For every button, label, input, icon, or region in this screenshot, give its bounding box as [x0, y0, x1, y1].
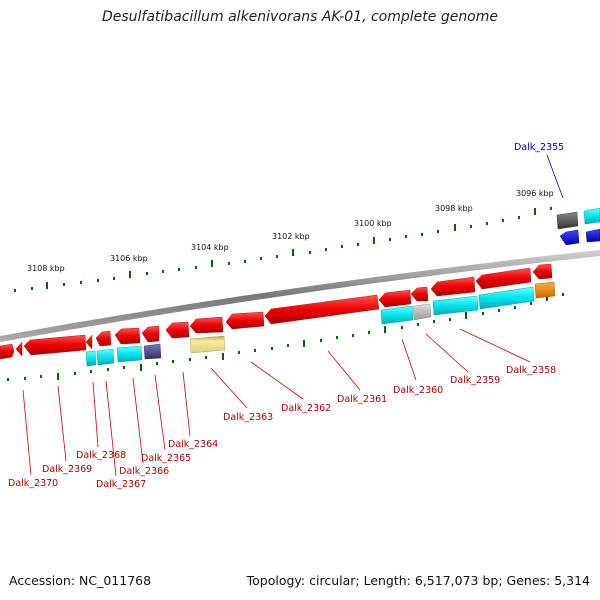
gene-arrow[interactable] [430, 276, 476, 297]
gene-arrow[interactable] [475, 267, 532, 290]
gene-arrow[interactable] [532, 263, 553, 280]
gene-arrow[interactable] [85, 334, 93, 350]
feature-block-cyan[interactable] [96, 348, 115, 366]
gene-label[interactable]: Dalk_2370 [8, 478, 58, 489]
ruler-label: 3106 kbp [110, 254, 148, 263]
ruler-label: 3104 kbp [191, 243, 229, 252]
gene-track-red [0, 263, 553, 360]
gene-label[interactable]: Dalk_2355 [514, 142, 564, 153]
gene-arrow[interactable] [410, 286, 429, 302]
feature-track [85, 207, 600, 367]
feature-block-cyan[interactable] [583, 207, 600, 225]
feature-arrow-blue[interactable] [559, 229, 580, 246]
gene-label[interactable]: Dalk_2359 [450, 375, 500, 386]
gene-label[interactable]: Dalk_2361 [337, 394, 387, 405]
genome-backbone [0, 250, 600, 342]
ruler-label: 3108 kbp [27, 264, 65, 273]
ruler-label: 3098 kbp [435, 204, 473, 213]
feature-block-cyan[interactable] [380, 305, 414, 325]
gene-arrow[interactable] [189, 316, 224, 334]
ruler-label: 3100 kbp [354, 219, 392, 228]
gene-label[interactable]: Dalk_2358 [506, 365, 556, 376]
gene-label[interactable]: Dalk_2362 [281, 403, 331, 414]
gene-arrow[interactable] [378, 289, 412, 308]
accession-text: Accession: NC_011768 [9, 573, 152, 588]
feature-arrow-blue[interactable] [585, 228, 600, 243]
gene-arrow[interactable] [114, 327, 141, 345]
gene-arrow[interactable] [165, 321, 190, 339]
gene-arrow[interactable] [95, 330, 112, 347]
gene-label[interactable]: Dalk_2364 [168, 439, 218, 450]
gene-arrow[interactable] [264, 294, 380, 325]
gene-label[interactable]: Dalk_2367 [96, 479, 146, 490]
topology-text: Topology: circular; Length: 6,517,073 bp… [246, 573, 590, 588]
feature-block-orange[interactable] [534, 281, 556, 299]
gene-label[interactable]: Dalk_2365 [141, 453, 191, 464]
feature-block-cyan[interactable] [478, 286, 535, 310]
gene-arrow[interactable] [141, 325, 160, 343]
ruler-label: 3102 kbp [272, 232, 310, 241]
gene-arrow[interactable] [23, 334, 87, 356]
gene-label[interactable]: Dalk_2366 [119, 466, 169, 477]
gene-label[interactable]: Dalk_2369 [42, 464, 92, 475]
label-leader-lines [22, 154, 564, 477]
map-title: Desulfatibacillum alkenivorans AK-01, co… [101, 9, 499, 25]
gene-label[interactable]: Dalk_2368 [76, 450, 126, 461]
inner-tick-track [7, 293, 564, 381]
feature-block-navy[interactable] [143, 343, 162, 360]
gene-arrow[interactable] [15, 341, 23, 357]
gene-labels: Dalk_2355 Dalk_2358 Dalk_2359 Dalk_2360 … [8, 142, 564, 490]
feature-block-cyan[interactable] [85, 350, 97, 367]
ruler-label: 3096 kbp [516, 189, 554, 198]
gene-arrow[interactable] [0, 343, 15, 360]
gene-arrow[interactable] [225, 311, 265, 330]
feature-block-cyan[interactable] [116, 345, 143, 363]
feature-block-cyan[interactable] [432, 295, 479, 316]
feature-block-dark[interactable] [556, 211, 579, 230]
feature-block-gray[interactable] [412, 303, 432, 321]
gene-label[interactable]: Dalk_2360 [393, 385, 443, 396]
gene-label[interactable]: Dalk_2363 [223, 412, 273, 423]
feature-block-yellow[interactable] [189, 335, 226, 354]
ruler-labels: 3108 kbp 3106 kbp 3104 kbp 3102 kbp 3100… [27, 189, 554, 273]
outer-tick-track [14, 207, 552, 292]
